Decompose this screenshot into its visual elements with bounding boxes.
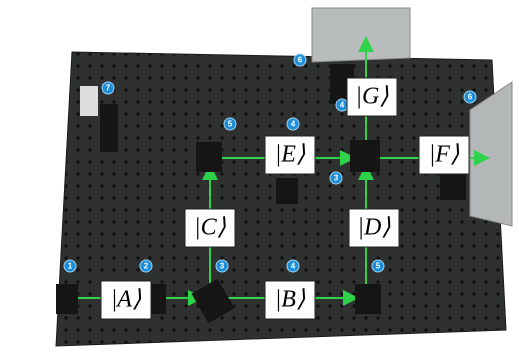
badge-label: 4 [291,120,296,129]
screen-top [312,8,410,62]
state-label: |A⟩ [111,287,142,313]
state-label: |C⟩ [194,215,227,241]
badge-label: 5 [376,262,381,271]
badge-label: 4 [291,262,296,271]
badge-label: 4 [340,101,345,110]
badge-label: 3 [220,262,225,271]
badge-label: 6 [468,93,473,102]
badge-label: 1 [68,262,73,271]
badge-label: 5 [228,120,233,129]
badge-label: 3 [334,174,339,183]
state-label: |B⟩ [275,287,306,313]
detector [80,86,98,116]
badge-label: 6 [298,56,303,65]
state-label: |F⟩ [429,142,460,168]
state-label: |G⟩ [355,84,389,110]
badge-label: 2 [144,262,149,271]
page: 123456754346 |A⟩|B⟩|C⟩|D⟩|E⟩|F⟩|G⟩ (() =… [0,0,519,358]
diagram: 1 2 3 4 5 6 7 5 4 3 4 6 |A⟩ |B⟩ |C⟩ |D⟩ |E⟩ |F⟩ |G⟩ [0,0,519,358]
state-label: |E⟩ [275,142,306,168]
badge-label: 7 [106,84,111,93]
state-label: |D⟩ [357,215,391,241]
